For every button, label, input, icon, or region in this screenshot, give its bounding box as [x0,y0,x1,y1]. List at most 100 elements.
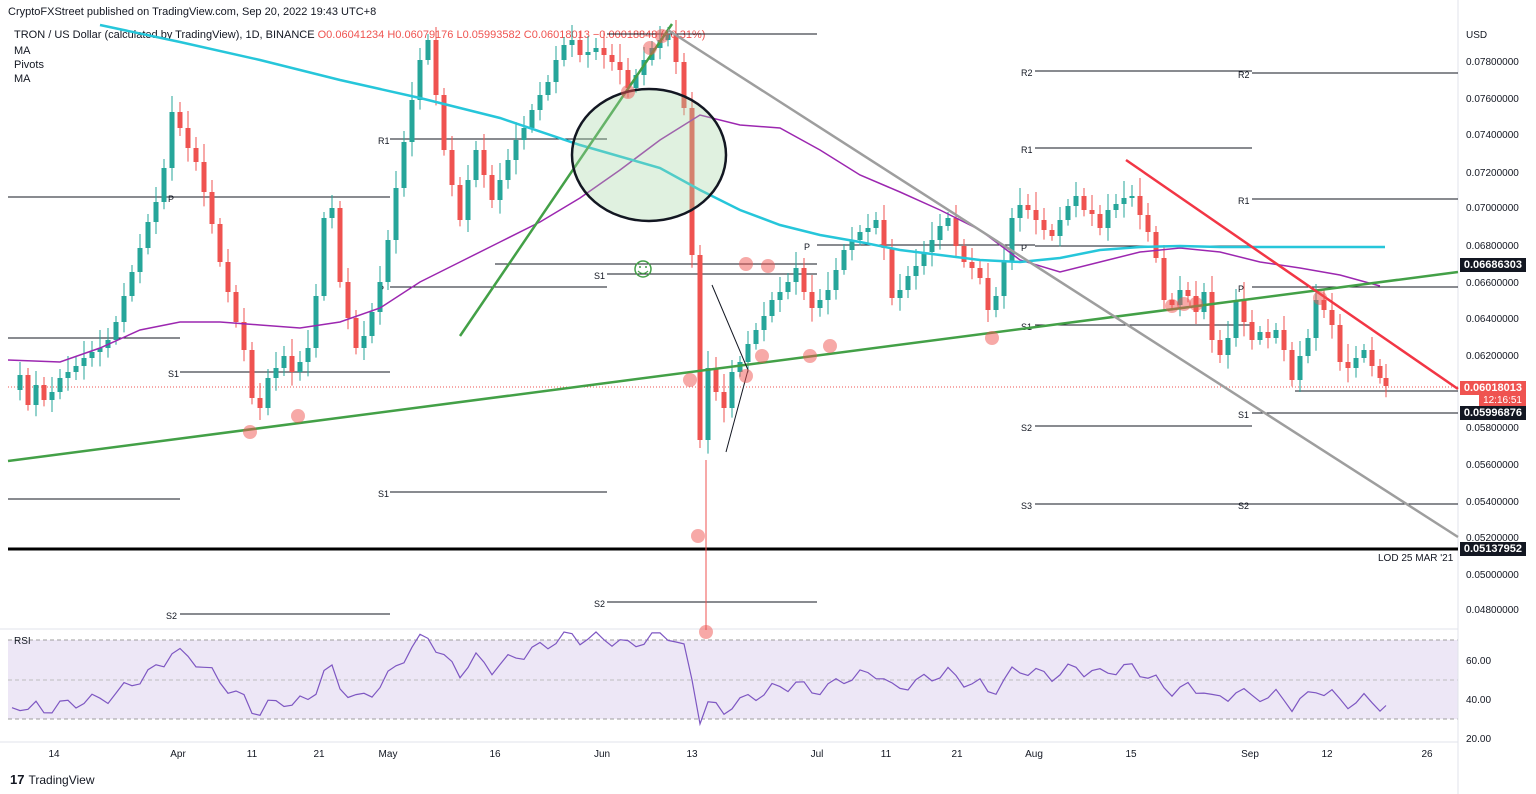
candle-body [289,356,295,372]
candle-body [33,385,39,405]
candle-body [1081,196,1087,210]
candle-body [529,110,535,128]
candle-body [433,40,439,95]
candle-body [1057,220,1063,236]
countdown-tag: 12:16:51 [1479,394,1526,407]
candle-body [417,60,423,100]
touch-point [1165,299,1179,313]
candle-body [577,40,583,55]
candle-body [817,300,823,308]
pivot-label: P [1238,284,1244,294]
candle-body [233,292,239,322]
candle-body [473,150,479,180]
candle-body [265,378,271,408]
pivot-label: S1 [378,489,389,499]
y-tick-label: 0.04800000 [1466,605,1519,616]
candle-body [937,226,943,240]
x-tick-label: Aug [1025,749,1043,760]
x-tick-label: May [379,749,398,760]
lod-annotation: LOD 25 MAR '21 [1378,553,1454,564]
touch-point [761,259,775,273]
tradingview-logo-icon: 17 [10,772,25,787]
candle-body [1305,338,1311,356]
candle-body [673,35,679,62]
candle-body [505,160,511,180]
candle-body [1177,290,1183,305]
gray-descending-trendline [667,28,1459,539]
touch-point [243,425,257,439]
candle-body [113,322,119,340]
candle-body [1073,196,1079,206]
pivot-label: P [168,194,174,204]
candle-body [945,218,951,226]
pivot-label: R1 [378,136,390,146]
candle-body [713,368,719,392]
candle-body [929,240,935,252]
candle-body [633,75,639,88]
candle-body [1145,215,1151,232]
green-support-trendline [7,270,1459,463]
candle-body [89,352,95,358]
ohlc-values: O0.06041234 H0.06079176 L0.05993582 C0.0… [317,29,706,41]
indicator-ma-1[interactable]: MA [14,45,31,57]
highlight-ellipse [570,87,728,223]
candle-body [49,392,55,400]
x-tick-label: Apr [170,749,186,760]
tradingview-footer[interactable]: 17 TradingView [10,772,95,787]
candle-body [985,278,991,310]
candle-body [561,45,567,60]
y-tick-label: 0.07000000 [1466,203,1519,214]
candle-body [121,296,127,322]
candle-body [545,82,551,95]
candle-body [1337,325,1343,362]
pivot-label: P [1021,243,1027,253]
candle-body [889,248,895,298]
candle-body [921,252,927,266]
candle-body [185,128,191,148]
touch-point [1313,291,1327,305]
y-tick-label: 0.05800000 [1466,423,1519,434]
candle-body [1353,358,1359,368]
touch-point [1189,297,1203,311]
candle-body [953,218,959,246]
candle-body [497,180,503,200]
candle-body [425,40,431,60]
y-tick-label: 0.05000000 [1466,570,1519,581]
candle-body [313,296,319,348]
candle-body [1121,198,1127,204]
indicator-ma-2[interactable]: MA [14,73,31,85]
y-tick-label: 0.07200000 [1466,168,1519,179]
brand-name: TradingView [28,772,95,787]
price-tag-low: 0.05996876 [1459,406,1526,420]
touch-point [691,529,705,543]
candle-body [1185,290,1191,296]
candle-body [1161,258,1167,300]
pivot-label: S1 [168,369,179,379]
price-tag-lod: 0.05137952 [1459,542,1526,556]
candle-body [1041,220,1047,230]
y-tick-label: 0.07600000 [1466,94,1519,105]
symbol-title: TRON / US Dollar (calculated by TradingV… [14,29,315,41]
candle-body [65,372,71,378]
x-tick-label: Jul [811,749,824,760]
candle-body [697,255,703,440]
candle-body [601,48,607,55]
candle-body [169,112,175,168]
candle-body [17,375,23,390]
candle-body [569,40,575,45]
x-tick-label: 26 [1421,749,1433,760]
candle-body [241,322,247,350]
candle-body [1017,205,1023,218]
symbol-legend[interactable]: TRON / US Dollar (calculated by TradingV… [14,29,705,41]
indicator-pivots[interactable]: Pivots [14,59,44,71]
candle-body [345,282,351,318]
candle-body [481,150,487,175]
candle-body [553,60,559,82]
x-tick-label: Jun [594,749,610,760]
y-tick-label: 0.07800000 [1466,57,1519,68]
rsi-label: RSI [14,636,31,647]
pivot-label: S3 [1021,501,1032,511]
touch-point [823,339,837,353]
y-tick-label: 0.05200000 [1466,533,1519,544]
